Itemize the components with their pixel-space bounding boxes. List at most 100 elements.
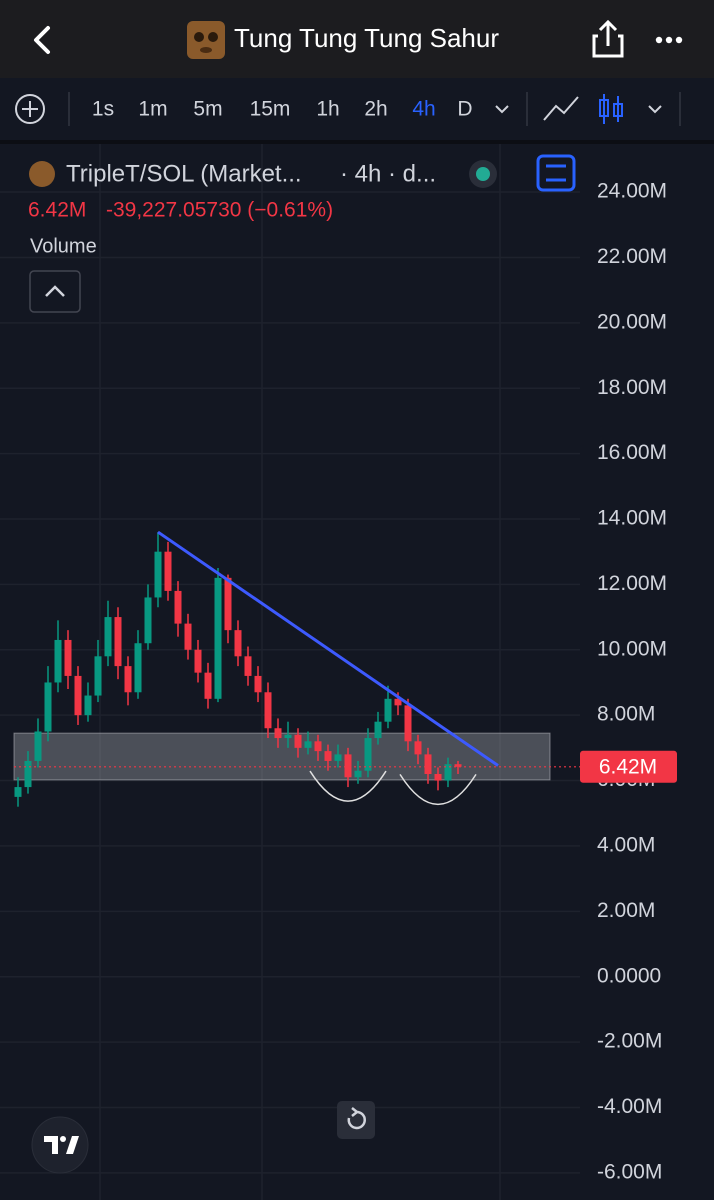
candle-body [324, 751, 332, 761]
candle-body [344, 754, 352, 778]
plot-background [0, 144, 714, 1200]
candle-body [294, 734, 302, 748]
candle-body [404, 705, 412, 742]
candle-body [254, 675, 262, 693]
candle-body [114, 617, 122, 667]
interval-dropdown[interactable] [495, 105, 509, 114]
candle-body [304, 741, 312, 748]
more-button[interactable] [655, 36, 683, 44]
interval-button[interactable]: 1s [92, 98, 114, 121]
toolbar [0, 78, 714, 140]
y-tick-label: 20.00M [597, 310, 667, 333]
symbol-interval: · 4h · d... [340, 160, 436, 187]
status-dot [476, 167, 490, 181]
candle-body [234, 630, 242, 657]
interval-button[interactable]: 5m [193, 98, 222, 121]
candle-body [14, 787, 22, 797]
interval-button[interactable]: 2h [364, 98, 387, 121]
candle-body [64, 639, 72, 676]
symbol-name: TripleT/SOL (Market... [66, 160, 302, 187]
candle-body [224, 577, 232, 631]
y-tick-label: 22.00M [597, 245, 667, 268]
candle-body [374, 721, 382, 739]
candle-body [354, 770, 362, 778]
candle-body [274, 728, 282, 739]
tradingview-logo[interactable] [31, 1116, 89, 1174]
last-price-box [580, 750, 677, 783]
candle-body [394, 698, 402, 706]
candle-body [284, 734, 292, 739]
reset-button[interactable] [337, 1101, 375, 1139]
collapse-icon [45, 285, 65, 297]
y-tick-label: 18.00M [597, 376, 667, 399]
chart-type-dropdown[interactable] [648, 105, 662, 114]
candle-body [314, 741, 322, 752]
interval-button[interactable]: 15m [250, 98, 291, 121]
legend-price: 6.42M [28, 199, 86, 222]
candle-body [434, 774, 442, 781]
candle-body [194, 649, 202, 673]
candle-body [44, 682, 52, 732]
indicator-name: Volume [30, 235, 97, 257]
y-tick-label: 2.00M [597, 899, 655, 922]
candle-body [24, 760, 32, 788]
y-tick-label: 16.00M [597, 441, 667, 464]
fullscreen-button[interactable] [536, 154, 576, 192]
interval-button[interactable]: 1m [138, 98, 167, 121]
candle-body [424, 754, 432, 775]
interval-button[interactable]: 4h [412, 98, 435, 121]
candle-body [364, 738, 372, 771]
collapse-button[interactable] [29, 270, 81, 313]
y-tick-label: -2.00M [597, 1030, 662, 1053]
add-indicator-button[interactable] [15, 94, 45, 124]
candle-body [74, 675, 82, 716]
candle-body [184, 623, 192, 650]
fullscreen-icon [546, 164, 566, 182]
candle-body [174, 590, 182, 624]
annotation-arc [309, 770, 387, 802]
candle-body [384, 698, 392, 722]
interval-button[interactable]: D [457, 98, 472, 121]
candle-body [84, 695, 92, 716]
y-tick-label: 12.00M [597, 572, 667, 595]
interval-button[interactable]: 1h [316, 98, 339, 121]
legend-change: -39,227.05730 (−0.61%) [106, 199, 333, 222]
annotation-arc [399, 773, 477, 805]
price-zone [13, 732, 551, 781]
candle-chart-button[interactable] [599, 94, 623, 124]
candle-body [94, 656, 102, 696]
legend: TripleT/SOL (Market... · 4h · d... 6.42M… [28, 154, 576, 313]
candle-body [54, 639, 62, 683]
candle-body [34, 731, 42, 761]
candle-body [104, 617, 112, 657]
candle-body [164, 551, 172, 591]
y-tick-label: 4.00M [597, 833, 655, 856]
token-avatar [187, 21, 225, 59]
candle-body [454, 764, 462, 767]
candle-body [244, 656, 252, 676]
candle-body [264, 692, 272, 729]
candle-body [334, 754, 342, 761]
y-tick-label: 0.0000 [597, 964, 661, 987]
candle-body [204, 672, 212, 699]
back-button[interactable] [34, 26, 50, 54]
line-chart-button[interactable] [543, 96, 579, 121]
y-tick-label: 14.00M [597, 507, 667, 530]
y-tick-label: 24.00M [597, 180, 667, 203]
y-tick-label: 8.00M [597, 703, 655, 726]
candle-body [134, 643, 142, 693]
candle-body [414, 741, 422, 755]
candle-body [154, 551, 162, 598]
chart-area: -6.00M-4.00M-2.00M0.00002.00M4.00M6.00M8… [0, 144, 714, 1200]
symbol-icon [29, 161, 55, 187]
trendline [157, 530, 499, 767]
y-tick-label: -4.00M [597, 1095, 662, 1118]
y-tick-label: 10.00M [597, 637, 667, 660]
page-title: Tung Tung Tung Sahur [234, 23, 499, 53]
candle-body [444, 764, 452, 781]
share-button[interactable] [592, 19, 624, 58]
candle-body [144, 597, 152, 644]
y-tick-label: -6.00M [597, 1160, 662, 1183]
